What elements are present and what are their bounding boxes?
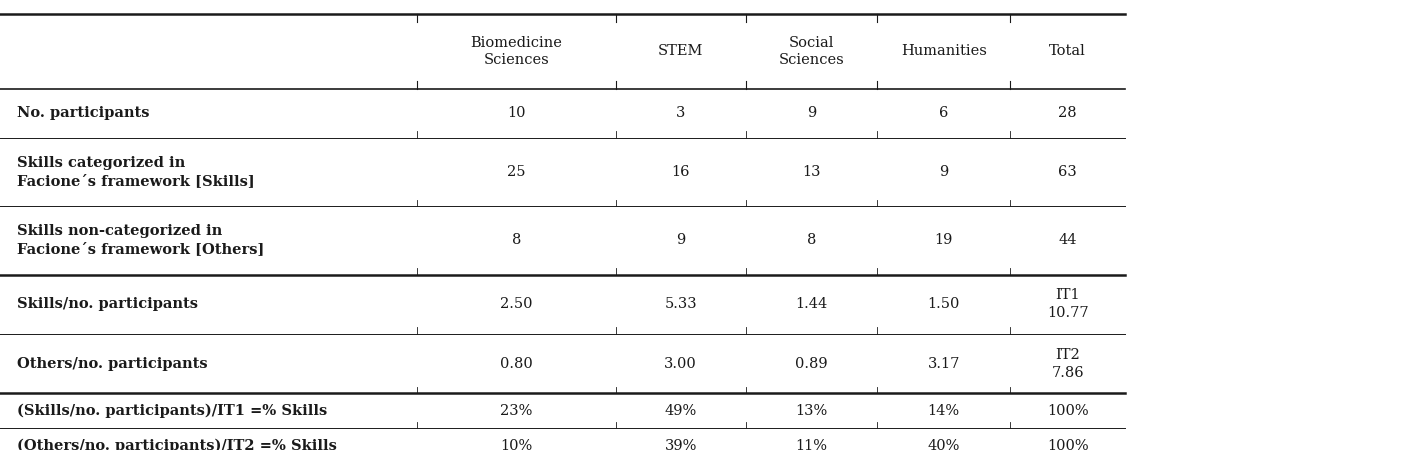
Text: 100%: 100%	[1047, 404, 1088, 418]
Text: 8: 8	[512, 233, 521, 248]
Text: Social
Sciences: Social Sciences	[778, 36, 845, 67]
Text: No. participants: No. participants	[17, 106, 150, 121]
Text: 8: 8	[807, 233, 816, 248]
Text: 14%: 14%	[928, 404, 959, 418]
Text: IT2
7.86: IT2 7.86	[1051, 348, 1084, 379]
Text: IT1
10.77: IT1 10.77	[1047, 288, 1088, 320]
Text: 63: 63	[1058, 165, 1077, 179]
Text: 49%: 49%	[665, 404, 696, 418]
Text: 1.44: 1.44	[795, 297, 828, 311]
Text: (Skills/no. participants)/IT1 =% Skills: (Skills/no. participants)/IT1 =% Skills	[17, 404, 327, 418]
Text: Humanities: Humanities	[901, 44, 986, 58]
Text: 19: 19	[935, 233, 952, 248]
Text: 9: 9	[807, 106, 816, 121]
Text: 5.33: 5.33	[664, 297, 698, 311]
Text: Skills non-categorized in
Facione´s framework [Others]: Skills non-categorized in Facione´s fram…	[17, 225, 265, 256]
Text: 44: 44	[1058, 233, 1077, 248]
Text: 2.50: 2.50	[501, 297, 532, 311]
Text: 10%: 10%	[501, 439, 532, 450]
Text: 13: 13	[802, 165, 821, 179]
Text: Skills categorized in
Facione´s framework [Skills]: Skills categorized in Facione´s framewor…	[17, 156, 255, 188]
Text: 9: 9	[940, 165, 948, 179]
Text: 28: 28	[1058, 106, 1077, 121]
Text: 100%: 100%	[1047, 439, 1088, 450]
Text: Biomedicine
Sciences: Biomedicine Sciences	[471, 36, 562, 67]
Text: 6: 6	[940, 106, 948, 121]
Text: 0.89: 0.89	[795, 356, 828, 371]
Text: 13%: 13%	[795, 404, 828, 418]
Text: 3.00: 3.00	[664, 356, 698, 371]
Text: 3: 3	[676, 106, 685, 121]
Text: 23%: 23%	[501, 404, 532, 418]
Text: (Others/no. participants)/IT2 =% Skills: (Others/no. participants)/IT2 =% Skills	[17, 439, 337, 450]
Text: Skills/no. participants: Skills/no. participants	[17, 297, 198, 311]
Text: 39%: 39%	[665, 439, 696, 450]
Text: 9: 9	[676, 233, 685, 248]
Text: 16: 16	[671, 165, 691, 179]
Text: 1.50: 1.50	[928, 297, 959, 311]
Text: 0.80: 0.80	[499, 356, 533, 371]
Text: Others/no. participants: Others/no. participants	[17, 356, 208, 371]
Text: 11%: 11%	[795, 439, 828, 450]
Text: 10: 10	[507, 106, 526, 121]
Text: STEM: STEM	[658, 44, 703, 58]
Text: 25: 25	[507, 165, 526, 179]
Text: 40%: 40%	[928, 439, 959, 450]
Text: Total: Total	[1050, 44, 1085, 58]
Text: 3.17: 3.17	[928, 356, 959, 371]
